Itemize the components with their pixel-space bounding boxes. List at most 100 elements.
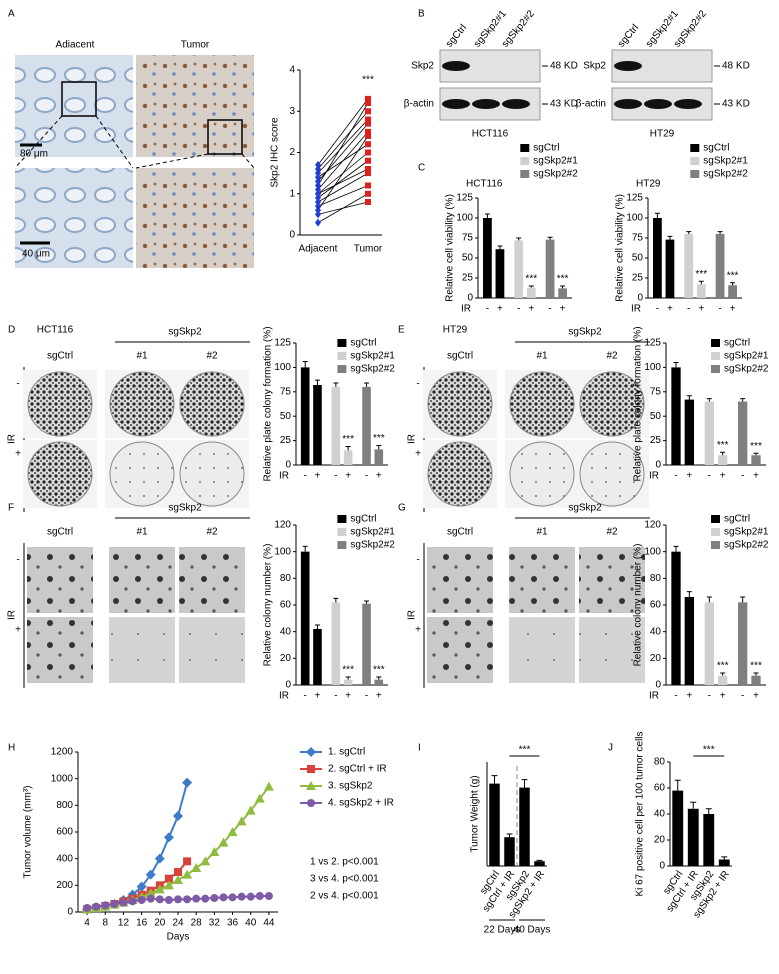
legend-swatch [711, 339, 720, 347]
annotation: 2 vs 4. p<0.001 [310, 891, 379, 902]
point [145, 869, 156, 880]
point [218, 837, 229, 847]
bar [715, 234, 725, 298]
blot-band [674, 99, 702, 109]
treatment-label: IR [7, 434, 18, 444]
zoom-box [207, 119, 243, 155]
scale-label: 40 μm [22, 249, 50, 260]
bar [519, 787, 530, 866]
error-bar [345, 676, 351, 680]
series-line [86, 786, 270, 911]
bar [331, 386, 341, 465]
point [365, 100, 371, 106]
point [145, 888, 156, 898]
series-line [86, 782, 189, 911]
annotation: 3 vs 4. p<0.001 [310, 874, 379, 885]
soft-agar [109, 547, 175, 613]
x-tick-label: + [497, 304, 503, 315]
x-tick-label: - [741, 471, 744, 482]
treatment-label: IR [407, 434, 418, 444]
x-tick-label: + [345, 471, 351, 482]
legend-label: sgSkp2#1 [703, 156, 748, 167]
legend-swatch [337, 515, 347, 523]
y-axis-label: Relative plate colony formation (%) [633, 326, 644, 481]
legend-swatch [337, 528, 347, 536]
legend-label: sgCtrl [724, 338, 750, 349]
legend-swatch [711, 515, 720, 523]
point [365, 182, 371, 189]
point [155, 895, 164, 904]
legend-marker [307, 799, 315, 807]
point [245, 805, 256, 815]
lane-label: sgCtrl [616, 23, 641, 50]
bar [300, 551, 310, 685]
bar [331, 602, 341, 685]
soft-agar [579, 547, 645, 613]
point [191, 863, 202, 872]
legend-swatch [690, 144, 700, 152]
error-bar [720, 672, 726, 676]
y-tick-label: 25 [650, 435, 662, 446]
bar [313, 384, 322, 465]
level-label: + [415, 449, 421, 460]
chart-title: HT29 [636, 179, 661, 190]
point [154, 853, 165, 864]
plate [427, 441, 493, 507]
point [365, 128, 371, 135]
y-axis-label: Tumor volume (mm³) [23, 786, 34, 879]
y-tick-label: 0 [637, 293, 643, 304]
x-tick-label: + [730, 304, 736, 315]
column-label: #2 [206, 527, 218, 538]
error-bar [686, 231, 692, 234]
x-tick-label: 8 [102, 918, 108, 929]
plate [579, 441, 645, 507]
soft-agar [427, 617, 493, 683]
point [200, 856, 211, 866]
annotation: *** [703, 745, 715, 756]
legend-label: sgCtrl [533, 143, 559, 154]
error-bar [740, 398, 746, 402]
point [365, 170, 371, 177]
y-tick-label: 0 [285, 460, 291, 471]
legend-label: sgSkp2#1 [724, 351, 769, 362]
error-bar [364, 600, 370, 604]
error-bar [491, 775, 498, 784]
x-axis-label: IR [649, 471, 659, 482]
point [237, 892, 246, 901]
y-tick-label: 25 [462, 273, 474, 284]
point [315, 218, 321, 227]
annotation: *** [373, 665, 385, 676]
y-tick-label: 80 [650, 573, 662, 584]
y-tick-label: 2 [289, 147, 295, 158]
annotation: *** [717, 661, 729, 672]
group-label: sgSkp2 [168, 327, 202, 338]
y-tick-label: 50 [632, 253, 644, 264]
bar [718, 675, 728, 685]
x-tick-label: - [718, 304, 721, 315]
panel-letter: G [398, 503, 406, 514]
point [219, 893, 228, 902]
blot-band [502, 99, 530, 109]
y-tick-label: 120 [644, 520, 661, 531]
blot-size-label: 48 KD [722, 61, 750, 72]
legend-marker [306, 781, 316, 790]
bar [684, 234, 694, 298]
x-tick-label: - [674, 691, 677, 702]
column-label: #2 [206, 351, 218, 362]
error-bar [717, 231, 723, 234]
ihc-image [15, 55, 133, 157]
y-tick-label: 50 [280, 411, 292, 422]
zoom-box [61, 81, 97, 117]
blot-band [614, 61, 642, 71]
x-tick-label: + [667, 304, 673, 315]
bar [483, 218, 492, 298]
point [365, 190, 371, 197]
cell-line-label: HCT116 [37, 325, 74, 336]
zoom-line [95, 115, 134, 169]
point [315, 198, 321, 206]
point [315, 181, 321, 190]
soft-agar [509, 547, 575, 613]
point [173, 811, 183, 821]
bar [704, 401, 714, 465]
y-tick-label: 0 [655, 680, 661, 691]
